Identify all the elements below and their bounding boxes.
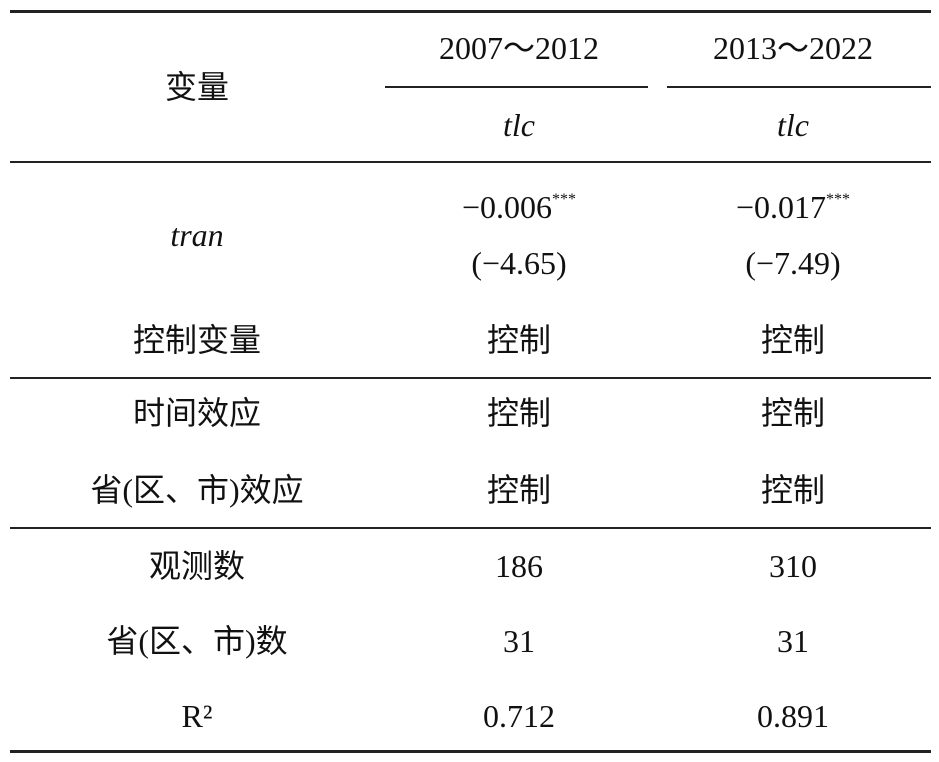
header-cell: 变量 (164, 69, 230, 105)
coef-cell: −0.006*** (462, 191, 576, 223)
cell: 31 (503, 623, 535, 659)
row-label: tran (170, 217, 224, 253)
coef-cell: −0.017*** (736, 191, 850, 223)
row-label: 时间效应 (132, 395, 262, 431)
mid-rule (10, 527, 931, 529)
coef: −0.006 (461, 189, 553, 225)
bottom-rule (10, 750, 931, 753)
cell: 0.891 (757, 698, 829, 734)
header-cell: tlc (503, 107, 535, 143)
cell: 186 (495, 548, 543, 584)
cell: 31 (777, 623, 809, 659)
header-rule (667, 86, 931, 88)
row-label: 观测数 (148, 548, 246, 584)
cell: 310 (769, 548, 817, 584)
row-label: 省(区、市)数 (106, 623, 288, 659)
mid-rule (10, 161, 931, 163)
cell: 控制 (486, 395, 552, 431)
stars: *** (826, 191, 851, 208)
stars: *** (552, 191, 577, 208)
mid-rule (10, 377, 931, 379)
header-cell: 2007～2012 (438, 30, 600, 66)
cell: 控制 (486, 472, 552, 508)
cell: 0.712 (483, 698, 555, 734)
row-label: 省(区、市)效应 (90, 472, 304, 508)
cell: 控制 (760, 395, 826, 431)
row-label: R² (181, 698, 213, 734)
coef: −0.017 (735, 189, 827, 225)
header-cell: tlc (777, 107, 809, 143)
header-rule (385, 86, 648, 88)
header-cell: 2013～2022 (712, 30, 874, 66)
row-label: 控制变量 (132, 322, 262, 358)
cell: 控制 (760, 322, 826, 358)
top-rule (10, 10, 931, 13)
t-stat: (−7.49) (745, 245, 841, 281)
t-stat: (−4.65) (471, 245, 567, 281)
cell: 控制 (486, 322, 552, 358)
cell: 控制 (760, 472, 826, 508)
